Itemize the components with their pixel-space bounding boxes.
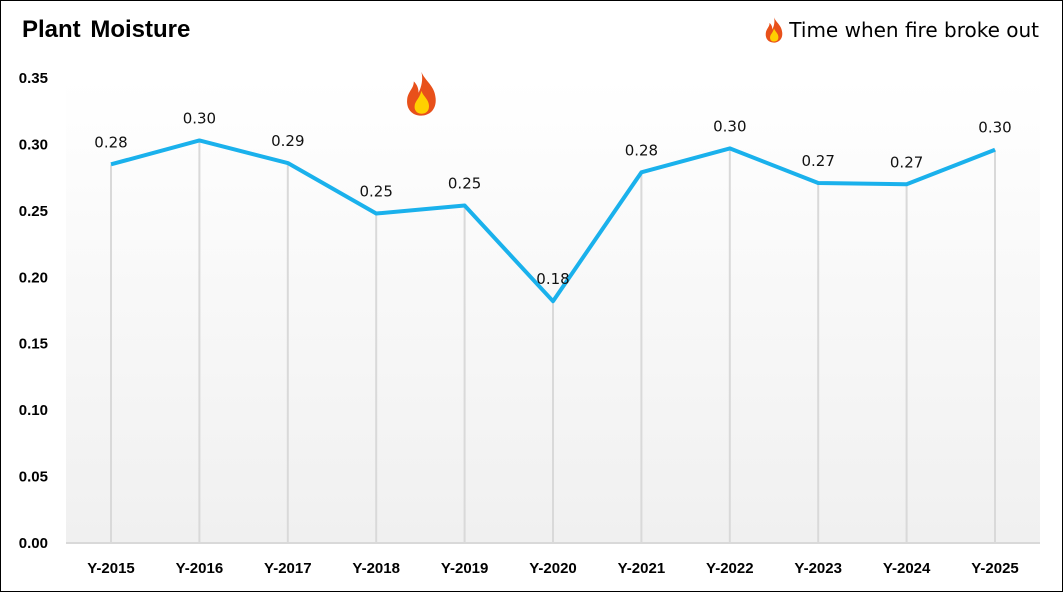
y-tick-label: 0.00 [19,535,48,552]
data-label: 0.25 [448,175,481,193]
x-tick-label: Y-2022 [706,560,754,577]
data-label: 0.28 [94,133,127,151]
x-tick-label: Y-2020 [529,560,577,577]
y-tick-label: 0.05 [19,469,48,486]
data-label: 0.28 [625,141,658,159]
y-axis-ticks: 0.00 0.05 0.10 0.15 0.20 0.25 0.30 0.35 [19,70,48,552]
chart-title: Plant Moisture [22,16,191,43]
data-label: 0.27 [801,152,834,170]
data-label: 0.25 [359,183,392,201]
series-line [110,138,996,304]
data-label: 0.30 [183,109,216,127]
fire-icon-inner [414,90,429,114]
x-tick-label: Y-2015 [87,560,135,577]
data-label: 0.27 [890,153,923,171]
y-tick-label: 0.20 [19,269,48,286]
x-tick-label: Y-2017 [264,560,312,577]
y-tick-label: 0.25 [19,203,48,220]
legend: Time when fire broke out [763,16,1039,44]
x-tick-label: Y-2023 [794,560,842,577]
legend-label: Time when fire broke out [789,18,1039,42]
data-label: 0.30 [713,117,746,135]
data-label: 0.18 [536,270,569,288]
x-tick-label: Y-2021 [618,560,666,577]
fire-marker [407,71,436,116]
x-tick-label: Y-2019 [441,560,489,577]
x-tick-label: Y-2024 [883,560,931,577]
x-tick-label: Y-2018 [352,560,400,577]
fire-icon [765,17,783,43]
gridlines [110,140,996,543]
x-axis-ticks: Y-2015 Y-2016 Y-2017 Y-2018 Y-2019 Y-2020 Y-20… [87,560,1019,577]
y-tick-label: 0.35 [19,70,48,87]
data-labels: 0.28 0.30 0.29 0.25 0.25 0.18 0.28 0.30 0.27 0.27… [94,109,1011,288]
y-tick-label: 0.30 [19,136,48,153]
x-tick-label: Y-2025 [971,560,1019,577]
x-tick-label: Y-2016 [176,560,224,577]
y-tick-label: 0.10 [19,402,48,419]
data-label: 0.30 [978,119,1011,137]
data-label: 0.29 [271,132,304,150]
y-tick-label: 0.15 [19,336,48,353]
